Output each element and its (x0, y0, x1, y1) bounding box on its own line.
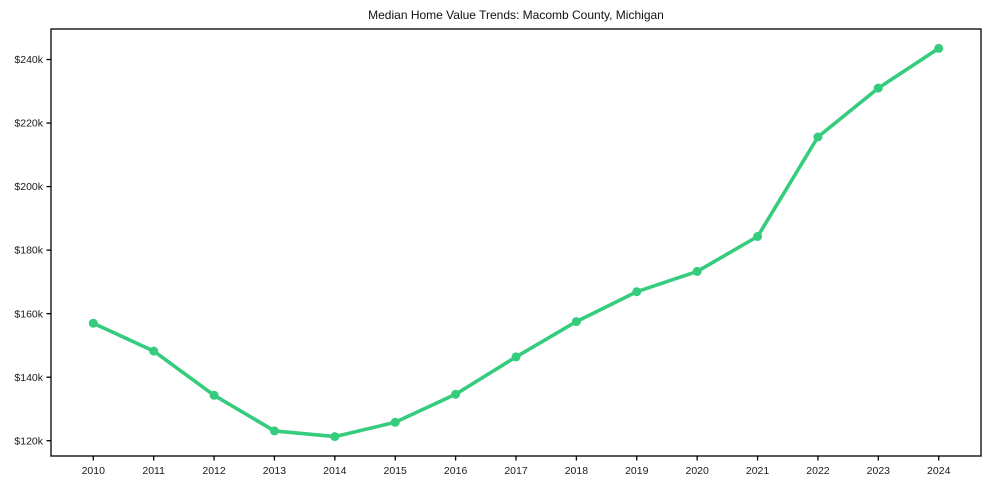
data-point-marker (813, 132, 823, 142)
chart-title: Median Home Value Trends: Macomb County,… (368, 8, 664, 22)
data-point-marker (753, 232, 763, 241)
data-point-marker (269, 426, 279, 436)
y-axis-tick-label: $140k (14, 372, 43, 384)
data-point-marker (88, 318, 98, 328)
data-point-marker (511, 352, 521, 362)
y-axis-tick-label: $220k (14, 118, 43, 130)
data-point-marker (209, 390, 219, 400)
data-point-marker (330, 432, 340, 442)
data-point-marker (390, 417, 400, 427)
x-axis-tick-label: 2024 (927, 465, 951, 477)
data-point-marker (934, 43, 944, 53)
plot-border (50, 28, 982, 457)
x-axis-tick-label: 2018 (565, 465, 589, 477)
x-axis-tick-label: 2016 (444, 465, 468, 477)
y-axis-tick-label: $240k (14, 54, 43, 66)
x-axis-tick-label: 2011 (142, 465, 165, 477)
data-point-marker (571, 317, 581, 327)
x-axis-tick-label: 2010 (82, 465, 106, 477)
x-axis-tick-label: 2014 (323, 465, 347, 477)
x-axis-tick-label: 2019 (625, 465, 649, 477)
x-axis-tick-label: 2013 (263, 465, 287, 477)
y-axis-tick-label: $200k (14, 181, 43, 193)
trend-line (91, 46, 941, 439)
x-axis-tick-label: 2020 (685, 465, 709, 477)
y-axis-tick-label: $160k (14, 308, 43, 320)
x-axis-tick-label: 2023 (867, 465, 891, 477)
x-axis-tick-label: 2017 (504, 465, 528, 477)
x-axis-tick-label: 2021 (746, 465, 770, 477)
x-axis-tick-label: 2015 (384, 465, 408, 477)
data-point-marker (149, 346, 159, 356)
y-axis-tick-label: $120k (14, 435, 43, 447)
x-axis-tick-label: 2022 (806, 465, 830, 477)
x-axis-tick-label: 2012 (202, 465, 226, 477)
data-point-marker (873, 83, 883, 93)
data-point-marker (451, 389, 461, 399)
data-point-marker (632, 287, 642, 297)
data-point-marker (692, 266, 702, 276)
y-axis-tick-label: $180k (14, 245, 43, 257)
